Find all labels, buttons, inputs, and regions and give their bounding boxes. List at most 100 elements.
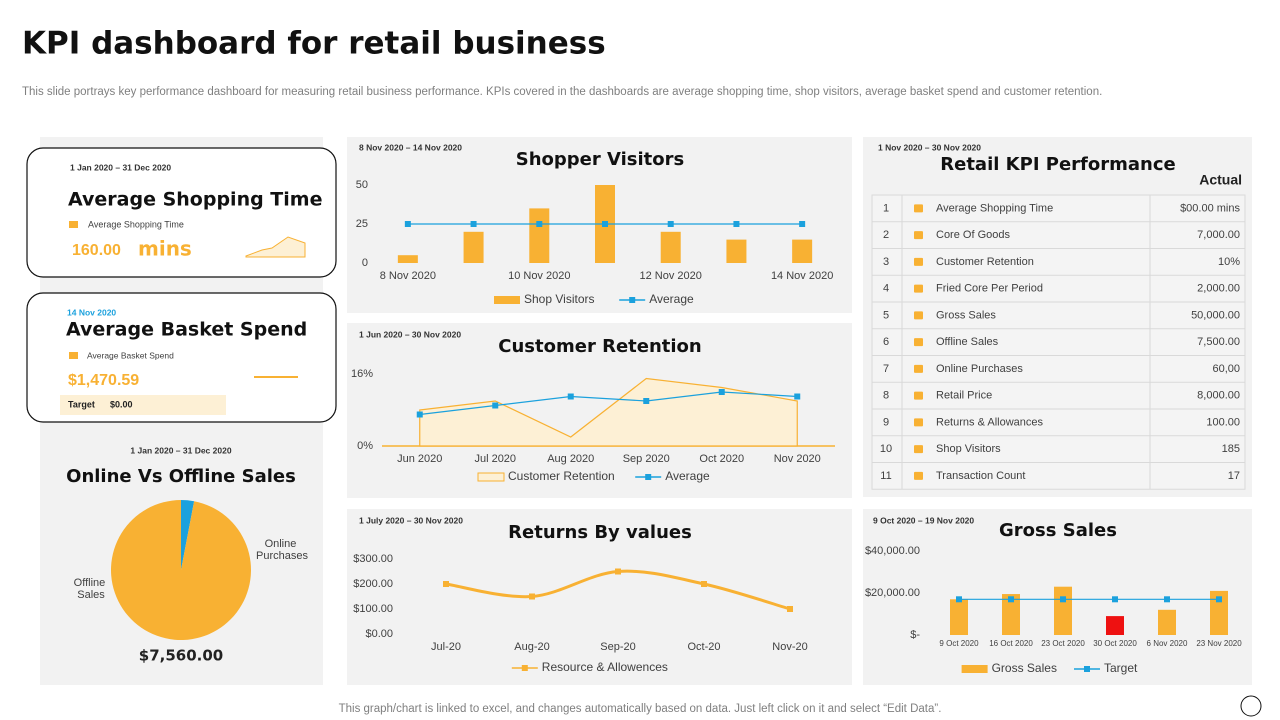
legend-marker	[521, 665, 528, 671]
row-value: 8,000.00	[1197, 390, 1240, 402]
point	[1164, 596, 1170, 603]
x-tick-label: 30 Oct 2020	[1093, 639, 1137, 648]
point	[443, 581, 449, 587]
y-tick-label: $300.00	[353, 553, 393, 565]
legend-label: Shop Visitors	[524, 292, 594, 306]
y-tick-label: 25	[356, 218, 368, 230]
pie-slice	[181, 500, 195, 570]
page-title: KPI dashboard for retail business	[22, 26, 606, 62]
row-label: Retail Price	[936, 390, 992, 402]
table-header: Actual	[1199, 172, 1242, 188]
row-icon	[914, 311, 923, 320]
chart-date: 1 Jun 2020 – 30 Nov 2020	[359, 329, 461, 339]
x-tick-label: Aug-20	[514, 641, 549, 653]
legend-swatch	[494, 296, 520, 304]
row-icon	[914, 284, 923, 293]
row-icon	[914, 471, 923, 480]
x-tick-label: 23 Nov 2020	[1196, 639, 1242, 648]
pie-label: Offline Sales	[74, 577, 109, 601]
row-label: Gross Sales	[936, 309, 996, 321]
point	[492, 402, 499, 409]
table-title: Retail KPI Performance	[940, 154, 1175, 175]
row-label: Returns & Allowances	[936, 416, 1043, 428]
x-tick-label: Nov-20	[772, 641, 807, 653]
card-legend: Average Basket Spend	[87, 350, 174, 360]
x-tick-label: Aug 2020	[547, 453, 594, 465]
chart-title: Gross Sales	[999, 520, 1117, 541]
row-number: 4	[883, 283, 889, 295]
target-box	[60, 395, 226, 415]
bar	[529, 208, 550, 263]
legend-label: Resource & Allowences	[542, 660, 668, 674]
row-icon	[914, 257, 923, 266]
x-tick-label: Oct-20	[687, 641, 720, 653]
row-icon	[914, 231, 923, 240]
x-tick-label: 16 Oct 2020	[989, 639, 1033, 648]
row-number: 1	[883, 202, 889, 214]
pie-slice	[110, 500, 251, 640]
x-tick-label: Oct 2020	[699, 453, 744, 465]
row-label: Shop Visitors	[936, 443, 1001, 455]
row-number: 2	[883, 229, 889, 241]
row-number: 9	[883, 416, 889, 428]
chart-title: Customer Retention	[498, 336, 701, 357]
point	[667, 221, 674, 227]
area	[419, 377, 798, 447]
row-number: 8	[883, 390, 889, 402]
row-value: 50,000.00	[1191, 309, 1240, 321]
legend-marker	[645, 474, 652, 480]
x-tick-label: 12 Nov 2020	[640, 270, 702, 282]
point	[1216, 596, 1222, 603]
legend-swatch	[961, 665, 988, 673]
legend-label: Average	[665, 469, 710, 483]
row-number: 3	[883, 256, 889, 268]
chart-title: Returns By values	[508, 522, 692, 543]
point	[536, 221, 543, 227]
point	[718, 389, 725, 395]
row-icon	[914, 418, 923, 427]
x-tick-label: 10 Nov 2020	[508, 270, 570, 282]
legend-label: Customer Retention	[508, 469, 615, 483]
point	[404, 221, 411, 227]
row-value: 7,500.00	[1197, 336, 1240, 348]
target-value: $0.00	[110, 399, 133, 409]
y-tick-label: 16%	[351, 368, 373, 380]
x-tick-label: Sep 2020	[623, 453, 670, 465]
bar	[1210, 590, 1228, 635]
y-tick-label: 50	[356, 179, 368, 191]
x-tick-label: Jun 2020	[397, 453, 442, 465]
line	[419, 391, 798, 416]
row-number: 7	[883, 363, 889, 375]
card-value: 160.00	[72, 242, 121, 259]
bar	[726, 239, 747, 263]
point	[567, 393, 574, 400]
y-tick-label: $40,000.00	[865, 545, 920, 557]
panel	[347, 509, 852, 685]
card-value: $1,470.59	[68, 372, 139, 389]
y-tick-label: $100.00	[353, 603, 393, 615]
legend-label: Gross Sales	[992, 661, 1057, 675]
pie-total: $7,560.00	[139, 647, 223, 665]
bar	[463, 231, 484, 263]
row-icon	[914, 364, 923, 373]
point	[799, 221, 806, 227]
row-icon	[914, 338, 923, 347]
card-title: Average Shopping Time	[68, 189, 322, 211]
legend-marker	[629, 297, 636, 303]
pie-label: Online Purchases	[256, 538, 308, 562]
x-tick-label: Jul 2020	[474, 453, 516, 465]
x-tick-label: Jul-20	[431, 641, 461, 653]
legend-marker	[1084, 666, 1090, 672]
kpi-card	[26, 147, 337, 278]
card-date: 1 Jan 2020 – 31 Dec 2020	[70, 162, 171, 172]
table-frame	[871, 194, 1246, 490]
bar	[1158, 609, 1176, 635]
x-tick-label: 8 Nov 2020	[380, 270, 436, 282]
card-title: Average Basket Spend	[66, 319, 307, 341]
row-label: Fried Core Per Period	[936, 283, 1043, 295]
point	[956, 596, 962, 603]
legend-swatch	[69, 221, 78, 228]
bar	[950, 599, 968, 635]
point	[1060, 596, 1066, 603]
row-value: 10%	[1218, 256, 1240, 268]
